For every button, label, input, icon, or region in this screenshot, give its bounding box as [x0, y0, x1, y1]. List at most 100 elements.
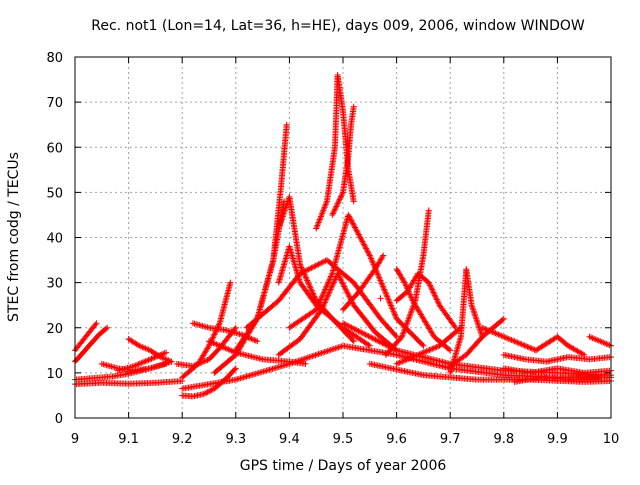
data-point: [378, 339, 385, 346]
data-point: [379, 281, 386, 288]
data-point: [386, 298, 393, 305]
data-point: [328, 285, 335, 292]
data-point: [313, 305, 320, 312]
data-point: [309, 353, 316, 360]
data-point: [308, 264, 315, 271]
data-point: [135, 361, 142, 368]
data-point: [318, 295, 325, 302]
data-point: [510, 337, 517, 344]
data-point: [337, 193, 344, 200]
data-point: [331, 277, 338, 284]
data-point: [322, 298, 329, 305]
data-point: [390, 345, 397, 352]
data-point: [366, 251, 373, 258]
data-point: [346, 213, 353, 220]
data-point: [136, 360, 143, 367]
data-point: [314, 262, 321, 269]
data-point: [341, 320, 348, 327]
data-point: [347, 323, 354, 330]
data-point: [422, 348, 429, 355]
data-point: [323, 283, 330, 290]
data-point: [227, 279, 234, 286]
data-point: [379, 283, 386, 290]
data-point: [324, 292, 331, 299]
data-point: [307, 353, 314, 360]
data-point: [327, 346, 334, 353]
data-point: [330, 345, 337, 352]
data-point: [382, 341, 389, 348]
data-point: [104, 324, 111, 331]
data-point: [345, 323, 352, 330]
data-point: [138, 360, 145, 367]
data-point: [387, 344, 394, 351]
data-point: [144, 357, 151, 364]
data-point: [366, 252, 373, 259]
series-arc-04: [72, 377, 186, 388]
data-point: [252, 337, 259, 344]
data-point: [214, 342, 221, 349]
data-point: [307, 284, 314, 291]
data-point: [298, 264, 305, 271]
data-point: [211, 331, 218, 338]
data-point: [486, 327, 493, 334]
data-point: [93, 320, 100, 327]
x-tick-label: 9.6: [386, 432, 407, 447]
data-point: [315, 351, 322, 358]
data-point: [345, 292, 352, 299]
data-point: [327, 274, 334, 281]
data-point: [363, 245, 370, 252]
data-point: [319, 259, 326, 266]
x-tick-label: 9.7: [440, 432, 461, 447]
data-point: [493, 330, 500, 337]
data-point: [522, 343, 529, 350]
data-point: [206, 338, 212, 345]
data-point: [321, 348, 328, 355]
data-point: [350, 221, 357, 228]
data-point: [360, 239, 367, 246]
data-point: [579, 351, 586, 358]
data-point: [238, 331, 245, 338]
series-arc-06: [114, 349, 170, 374]
data-point: [364, 248, 371, 255]
data-point: [391, 311, 398, 318]
data-point: [425, 279, 432, 286]
data-point: [388, 303, 395, 310]
data-point: [335, 197, 342, 204]
data-point: [445, 346, 452, 353]
data-point: [365, 333, 372, 340]
data-point: [365, 341, 372, 348]
data-point: [325, 279, 332, 286]
data-point: [324, 347, 331, 354]
data-point: [386, 299, 393, 306]
data-point: [374, 271, 381, 278]
y-tick-label: 10: [46, 367, 63, 382]
data-point: [359, 330, 366, 337]
data-point: [515, 340, 522, 347]
data-point: [208, 387, 215, 394]
x-tick-label: 9.2: [172, 432, 193, 447]
data-point: [341, 283, 348, 290]
data-point: [223, 345, 230, 352]
data-point: [426, 281, 433, 288]
data-point: [521, 342, 528, 349]
data-point: [211, 340, 218, 347]
data-point: [377, 295, 384, 302]
data-point: [431, 290, 438, 297]
data-point: [429, 345, 436, 352]
data-point: [142, 358, 149, 365]
data-point: [254, 338, 261, 345]
data-point: [362, 244, 369, 251]
series-arc-03: [72, 358, 175, 383]
data-point: [361, 242, 368, 249]
data-point: [318, 259, 325, 266]
data-point: [222, 345, 229, 352]
chart-title: Rec. not1 (Lon=14, Lat=36, h=HE), days 0…: [91, 18, 585, 34]
data-point: [329, 210, 336, 217]
data-point: [391, 309, 398, 316]
data-point: [397, 359, 404, 366]
data-point: [359, 238, 366, 245]
data-point: [381, 287, 388, 294]
data-point: [324, 280, 331, 287]
data-point: [389, 305, 396, 312]
data-point: [304, 354, 311, 361]
